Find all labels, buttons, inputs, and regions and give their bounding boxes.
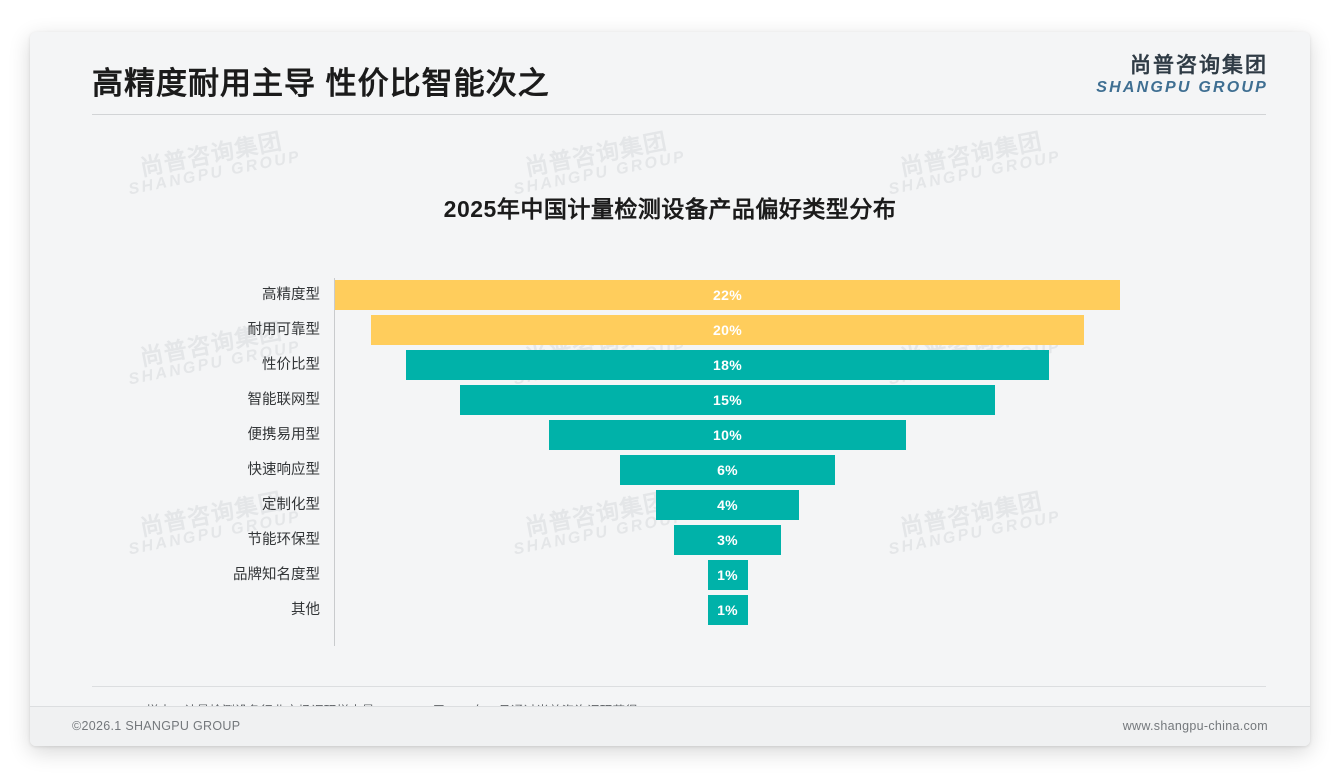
bar-value-label: 1% bbox=[717, 602, 738, 618]
chart-area: 2025年中国计量检测设备产品偏好类型分布 高精度型 22% 耐用可靠型 20% 性价比… bbox=[30, 128, 1310, 688]
category-label: 其他 bbox=[291, 602, 320, 618]
bar-value-label: 3% bbox=[717, 532, 738, 548]
chart-bar[interactable]: 10% bbox=[549, 420, 906, 450]
funnel-bar-chart: 高精度型 22% 耐用可靠型 20% 性价比型 18% 智能联网型 15% 便携易用型 10% 快速… bbox=[92, 278, 1252, 650]
chart-row: 快速响应型 6% bbox=[92, 453, 1252, 488]
bar-value-label: 6% bbox=[717, 462, 738, 478]
chart-bar[interactable]: 1% bbox=[707, 560, 748, 590]
category-label: 性价比型 bbox=[262, 357, 320, 373]
chart-bar[interactable]: 18% bbox=[406, 350, 1049, 380]
chart-bar[interactable]: 6% bbox=[620, 455, 835, 485]
chart-bar[interactable]: 1% bbox=[707, 595, 748, 625]
chart-row: 高精度型 22% bbox=[92, 278, 1252, 313]
category-label: 定制化型 bbox=[262, 497, 320, 513]
bar-value-label: 15% bbox=[713, 392, 742, 408]
bar-value-label: 18% bbox=[713, 357, 742, 373]
chart-bar[interactable]: 15% bbox=[459, 385, 996, 415]
slide-card: 尚普咨询集团 SHANGPU GROUP 尚普咨询集团 SHANGPU GROUP 尚普… bbox=[30, 32, 1310, 746]
bar-value-label: 22% bbox=[713, 287, 742, 303]
chart-row: 定制化型 4% bbox=[92, 488, 1252, 523]
brand-logo-cn: 尚普咨询集团 bbox=[1130, 54, 1268, 77]
note-divider bbox=[92, 686, 1266, 687]
header-divider bbox=[92, 114, 1266, 115]
chart-row: 其他 1% bbox=[92, 593, 1252, 628]
category-label: 耐用可靠型 bbox=[247, 322, 321, 338]
bar-value-label: 10% bbox=[713, 427, 742, 443]
category-label: 高精度型 bbox=[262, 287, 320, 303]
brand-logo: 尚普咨询集团 SHANGPU GROUP bbox=[1096, 54, 1268, 98]
chart-bar[interactable]: 22% bbox=[335, 280, 1120, 310]
category-axis-line bbox=[334, 278, 335, 646]
footer-website[interactable]: www.shangpu-china.com bbox=[1122, 719, 1268, 733]
slide-footer: ©2026.1 SHANGPU GROUP www.shangpu-china.… bbox=[30, 706, 1310, 746]
page-title: 高精度耐用主导 性价比智能次之 bbox=[92, 66, 550, 101]
chart-bar[interactable]: 20% bbox=[370, 315, 1085, 345]
category-label: 品牌知名度型 bbox=[233, 567, 320, 583]
bar-value-label: 4% bbox=[717, 497, 738, 513]
brand-logo-en: SHANGPU GROUP bbox=[1096, 79, 1268, 97]
chart-row: 节能环保型 3% bbox=[92, 523, 1252, 558]
chart-row: 便携易用型 10% bbox=[92, 418, 1252, 453]
chart-title: 2025年中国计量检测设备产品偏好类型分布 bbox=[443, 196, 897, 222]
chart-row: 性价比型 18% bbox=[92, 348, 1252, 383]
slide-header: 高精度耐用主导 性价比智能次之 尚普咨询集团 SHANGPU GROUP bbox=[30, 32, 1310, 128]
category-label: 节能环保型 bbox=[247, 532, 321, 548]
bar-value-label: 1% bbox=[717, 567, 738, 583]
category-label: 智能联网型 bbox=[247, 392, 321, 408]
chart-row: 智能联网型 15% bbox=[92, 383, 1252, 418]
bar-value-label: 20% bbox=[713, 322, 742, 338]
category-label: 便携易用型 bbox=[247, 427, 321, 443]
chart-bar[interactable]: 3% bbox=[673, 525, 781, 555]
category-label: 快速响应型 bbox=[247, 462, 321, 478]
chart-row: 品牌知名度型 1% bbox=[92, 558, 1252, 593]
footer-copyright: ©2026.1 SHANGPU GROUP bbox=[72, 719, 241, 733]
chart-row: 耐用可靠型 20% bbox=[92, 313, 1252, 348]
chart-bar[interactable]: 4% bbox=[656, 490, 799, 520]
